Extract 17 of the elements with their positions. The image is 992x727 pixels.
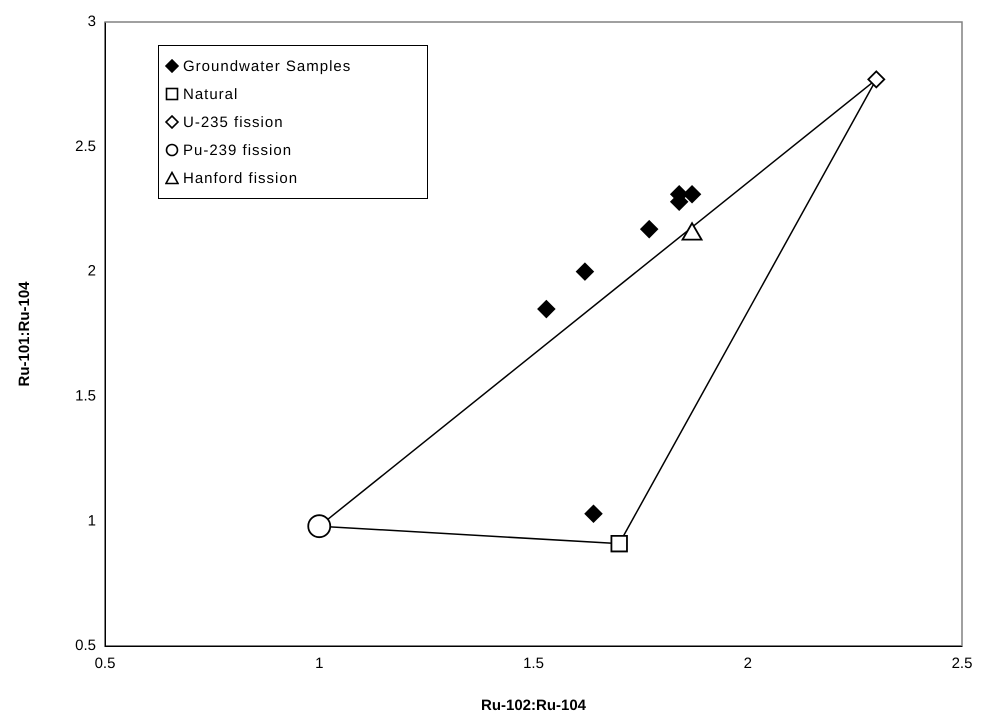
legend-label: Groundwater Samples <box>183 58 352 74</box>
x-tick-label: 2.5 <box>952 655 972 672</box>
legend-label: Pu-239 fission <box>183 142 292 158</box>
x-tick-label: 2 <box>744 655 752 672</box>
y-tick-label: 3 <box>88 13 96 30</box>
legend-label: U-235 fission <box>183 114 284 130</box>
x-tick-label: 1.5 <box>523 655 544 672</box>
y-tick-label: 1.5 <box>75 388 96 405</box>
y-tick-label: 2 <box>88 262 96 280</box>
legend-label: Hanford fission <box>183 170 298 186</box>
legend-label: Natural <box>183 86 238 102</box>
y-tick-label: 2.5 <box>75 138 96 155</box>
y-tick-label: 1 <box>88 512 96 530</box>
y-tick-label: 0.5 <box>75 637 96 654</box>
x-axis-title: Ru-102:Ru-104 <box>480 697 587 714</box>
y-axis-title: Ru-101:Ru-104 <box>16 280 34 387</box>
x-tick-label: 1 <box>315 655 324 672</box>
